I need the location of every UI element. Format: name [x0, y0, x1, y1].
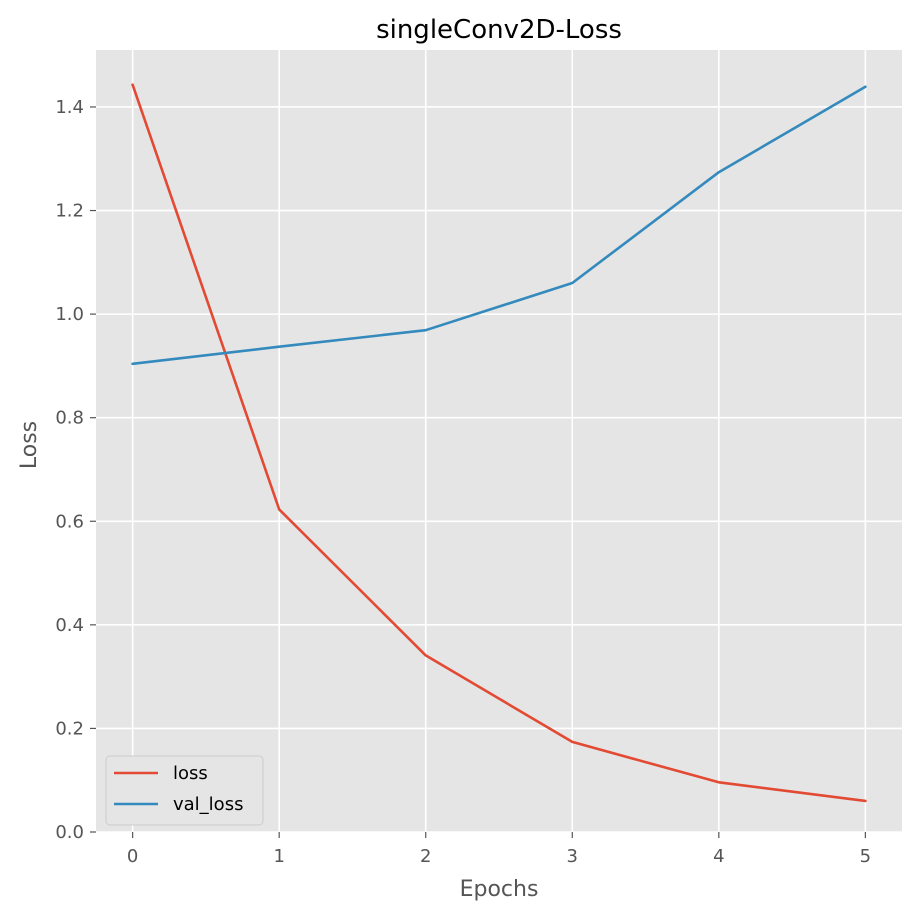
legend-label-loss: loss — [173, 763, 208, 784]
x-tick-label: 1 — [273, 846, 284, 867]
y-tick-label: 0.4 — [55, 615, 84, 636]
y-tick-labels: 0.0 0.2 0.4 0.6 0.8 1.0 1.2 1.4 — [55, 97, 96, 843]
x-tick-label: 4 — [713, 846, 724, 867]
y-tick-label: 0.2 — [55, 718, 84, 739]
x-tick-label: 3 — [567, 846, 578, 867]
x-tick-label: 0 — [127, 846, 138, 867]
chart-title: singleConv2D-Loss — [376, 15, 622, 45]
series-line-loss — [131, 83, 867, 803]
y-tick-label: 0.8 — [55, 408, 84, 429]
y-tick-label: 1.2 — [55, 201, 84, 222]
y-axis-label: Loss — [17, 421, 42, 469]
grid — [96, 50, 902, 833]
series-line-val_loss — [131, 85, 867, 366]
legend: loss val_loss — [105, 755, 264, 826]
x-tick-label: 5 — [860, 846, 871, 867]
series-lines — [131, 83, 867, 803]
y-tick-label: 0.0 — [55, 822, 84, 843]
y-tick-label: 0.6 — [55, 511, 84, 532]
legend-label-val_loss: val_loss — [173, 794, 243, 815]
x-tick-label: 2 — [420, 846, 431, 867]
y-tick-label: 1.0 — [55, 304, 84, 325]
plot-background — [96, 50, 902, 832]
x-tick-labels: 0 1 2 3 4 5 — [127, 832, 871, 867]
y-tick-label: 1.4 — [55, 97, 84, 118]
x-axis-label: Epochs — [460, 877, 539, 902]
